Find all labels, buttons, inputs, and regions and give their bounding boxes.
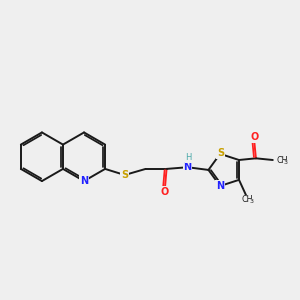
Text: O: O bbox=[161, 187, 169, 197]
Text: CH: CH bbox=[277, 155, 288, 164]
Text: N: N bbox=[183, 162, 192, 172]
Text: H: H bbox=[185, 153, 191, 162]
Text: N: N bbox=[80, 176, 88, 186]
Text: CH: CH bbox=[242, 195, 253, 204]
Text: 3: 3 bbox=[250, 199, 254, 204]
Text: 3: 3 bbox=[284, 160, 288, 165]
Text: N: N bbox=[216, 181, 224, 191]
Text: S: S bbox=[121, 170, 128, 180]
Text: O: O bbox=[250, 132, 258, 142]
Text: S: S bbox=[217, 148, 224, 158]
